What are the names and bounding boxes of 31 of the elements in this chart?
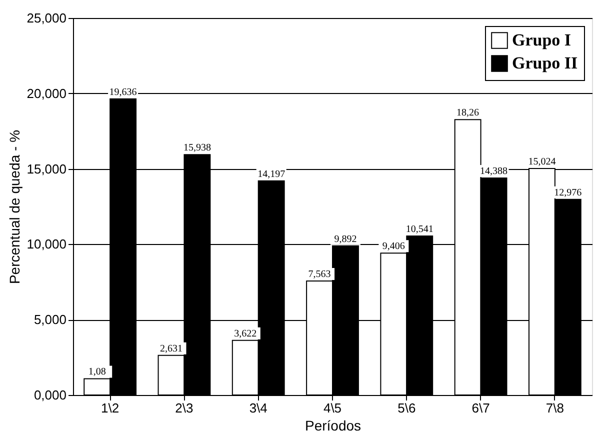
data-label: 9,892 [334,234,357,245]
data-label: 19,636 [109,86,137,98]
legend-label: Grupo I [512,30,572,50]
x-tick-label: 5\6 [398,400,416,416]
data-label: 15,024 [528,156,556,168]
x-tick-label: 7\8 [546,400,564,416]
y-tick-label: 0,000 [34,388,66,402]
x-tick-label: 4\5 [323,400,342,416]
data-label: 14,197 [258,168,286,180]
data-label: 18,26 [456,108,480,119]
legend-label: Grupo II [512,54,578,72]
data-label: 9,406 [382,241,405,252]
data-label: 7,563 [308,268,331,280]
x-axis-title: Períodos [304,418,362,434]
data-label: 1,08 [88,366,106,378]
y-axis-title: Percentual de queda - % [6,130,23,284]
x-tick-label: 6\7 [472,400,490,416]
y-tick-label: 10,000 [26,236,66,252]
data-label: 3,622 [234,328,257,340]
data-label: 10,541 [406,224,434,236]
x-tick-label: 2\3 [175,400,194,416]
data-label: 15,938 [183,142,211,154]
x-tick-label: 1\2 [101,400,120,416]
y-tick-label: 20,000 [26,86,66,101]
data-label: 12,976 [554,187,582,198]
data-label: 14,388 [480,166,508,178]
data-label: 2,631 [160,343,182,354]
y-tick-label: 15,000 [26,161,66,176]
y-tick-label: 5,000 [34,312,66,328]
x-tick-label: 3\4 [249,400,268,416]
y-tick-label: 25,000 [26,10,66,26]
